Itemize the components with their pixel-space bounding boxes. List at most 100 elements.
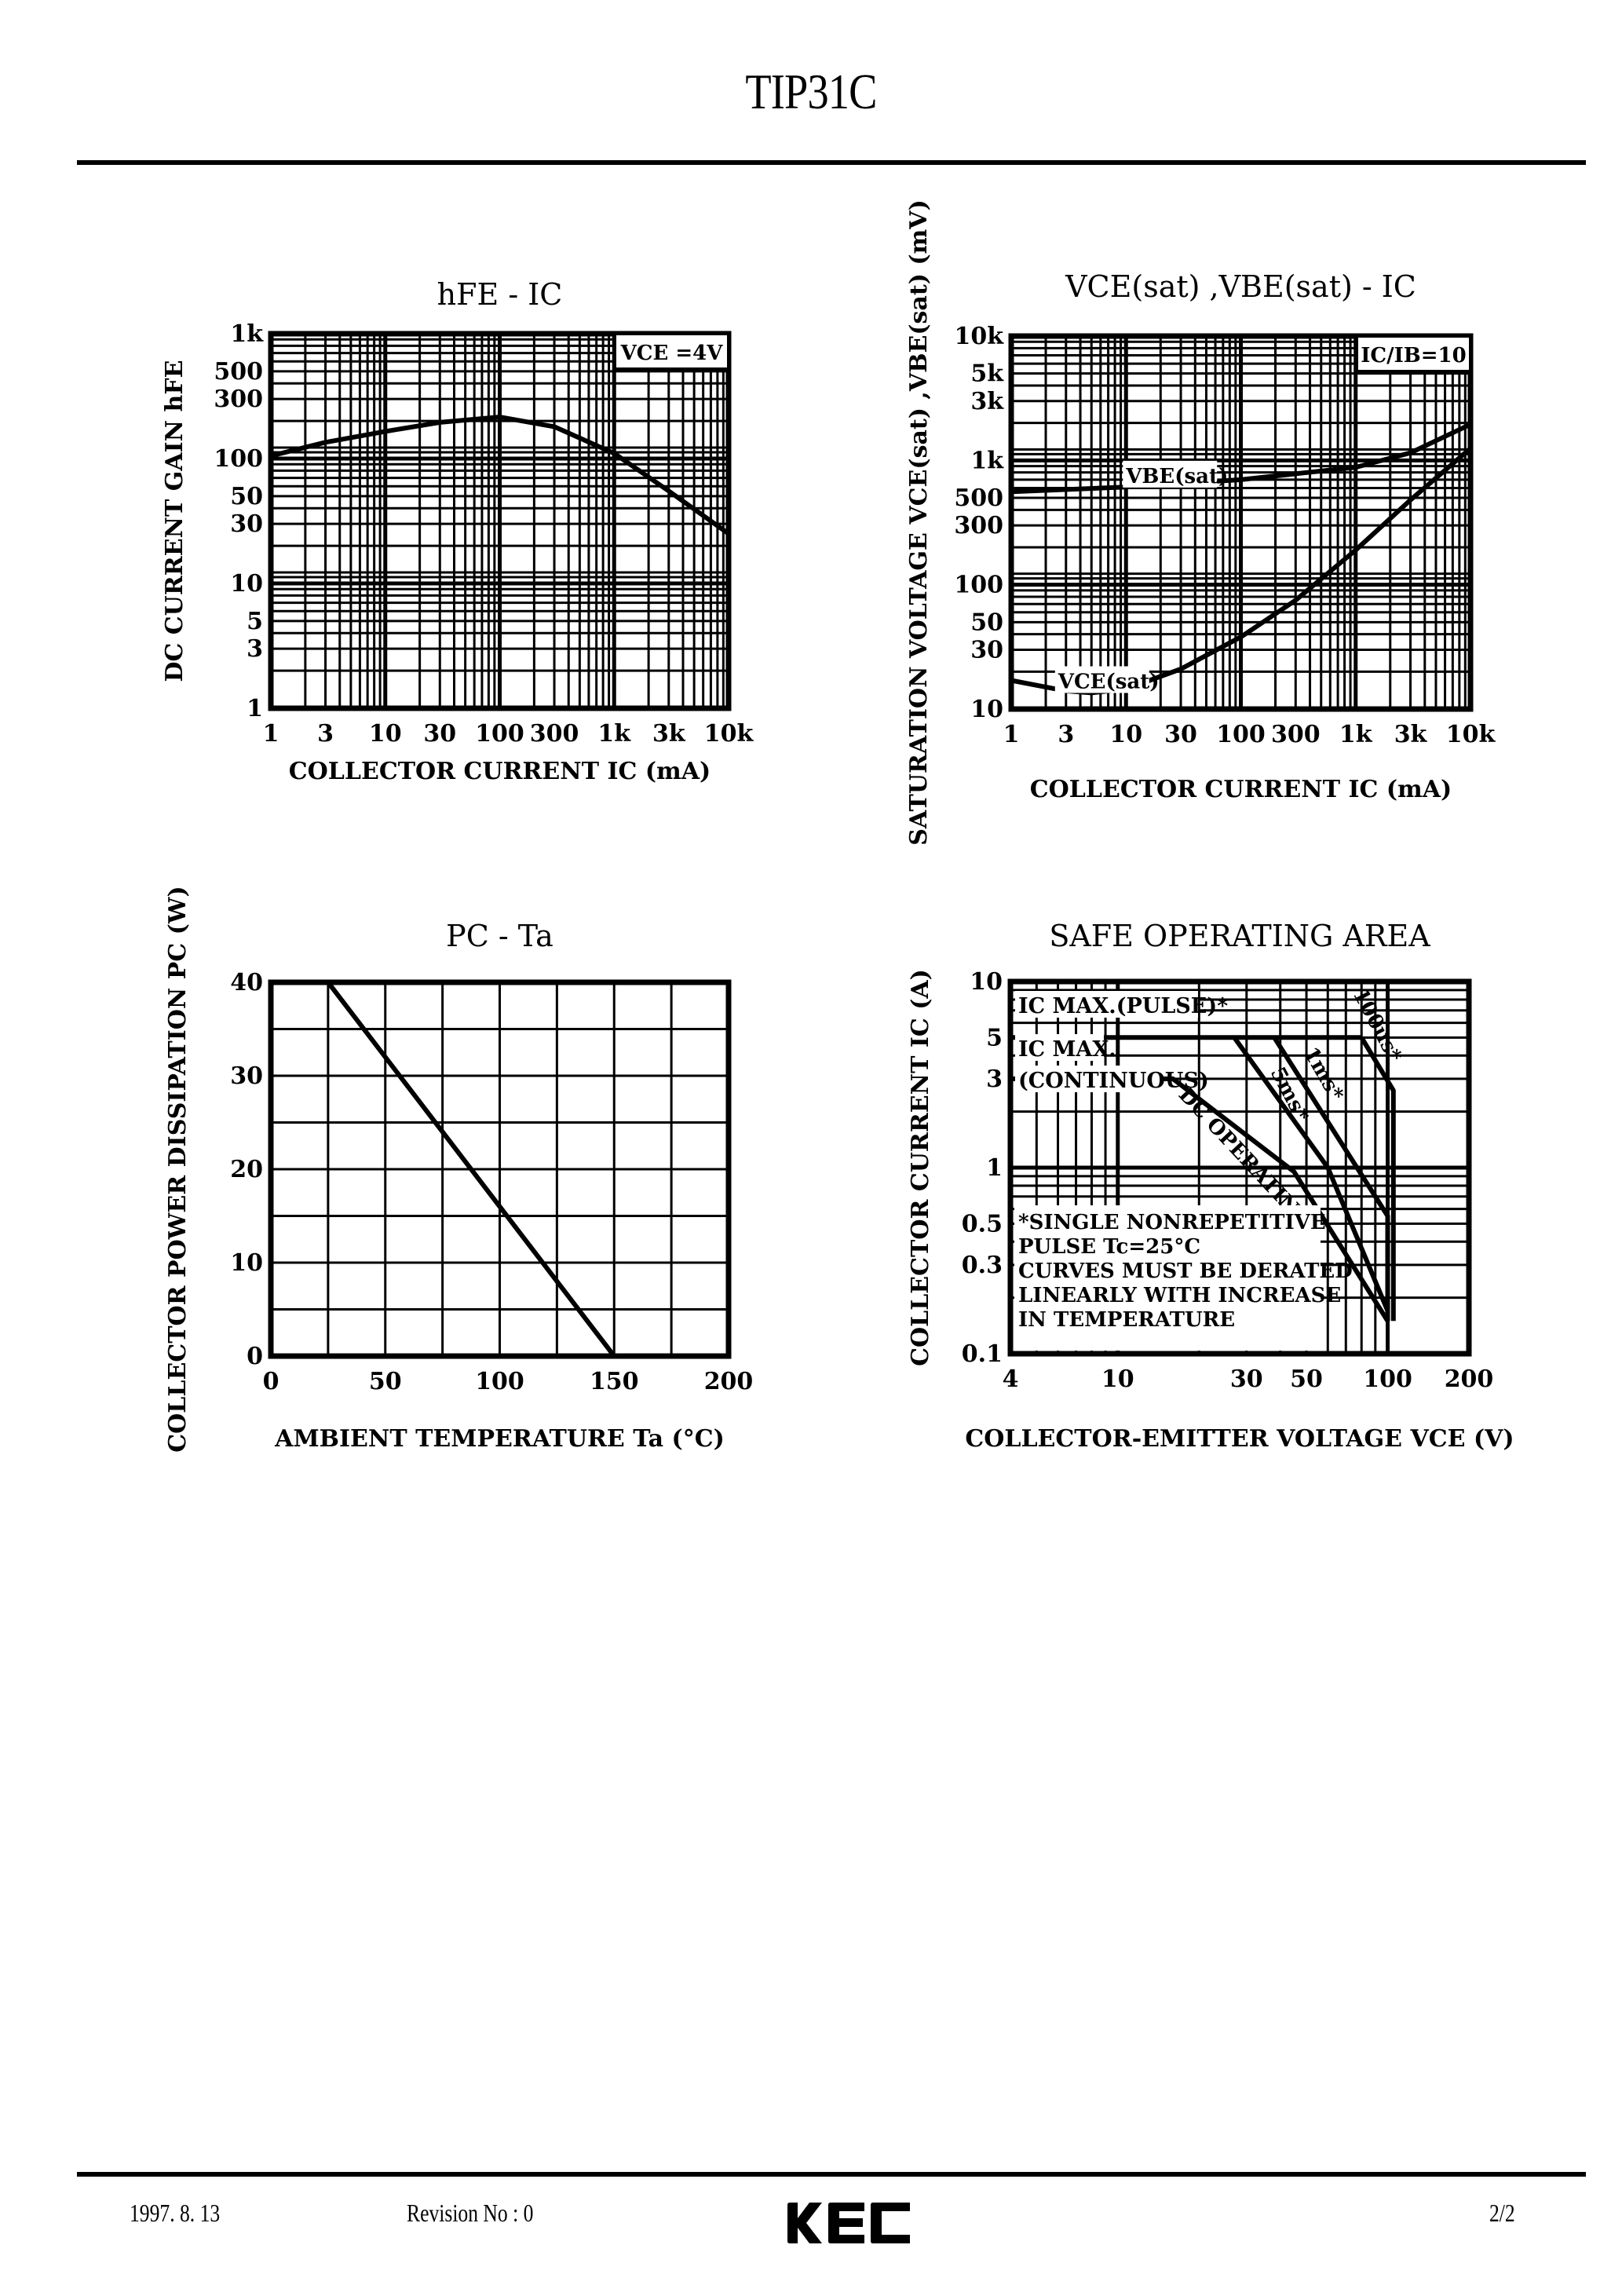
y-tick-label: 500 bbox=[954, 484, 1003, 512]
grid bbox=[271, 334, 729, 708]
y-tick-label: 40 bbox=[230, 969, 263, 996]
x-tick-label: 100 bbox=[1216, 721, 1266, 748]
chart-soa: 4 10 30 50 100 200 0.1 0.3 0.5 1 3 5 10 SAFE OPERATIN… bbox=[907, 919, 1514, 1453]
y-axis-label: COLLECTOR POWER DISSIPATION PC (W) bbox=[164, 886, 192, 1452]
y-tick-label: 1k bbox=[230, 320, 264, 348]
chart-title: hFE - IC bbox=[437, 277, 563, 312]
x-tick-label: 0 bbox=[263, 1368, 279, 1395]
y-tick-label: 0 bbox=[247, 1343, 263, 1370]
note-line: CURVES MUST BE DERATED bbox=[1018, 1260, 1353, 1283]
y-tick-label: 20 bbox=[230, 1156, 263, 1183]
y-tick-label: 100 bbox=[954, 572, 1003, 599]
x-tick-label: 1 bbox=[1003, 721, 1020, 748]
y-tick-label: 10 bbox=[970, 968, 1003, 996]
x-axis-label: COLLECTOR CURRENT IC (mA) bbox=[1030, 776, 1452, 803]
chart-pc-ta: 0 50 100 150 200 0 10 20 30 40 PC - Ta AMBIENT TEMP… bbox=[164, 886, 753, 1453]
y-tick-label: 30 bbox=[970, 636, 1003, 664]
y-axis-label: SATURATION VOLTAGE VCE(sat) ,VBE(sat) (m… bbox=[905, 199, 933, 846]
soa-label: (CONTINUOUS) bbox=[1018, 1069, 1209, 1093]
x-axis-label: COLLECTOR CURRENT IC (mA) bbox=[289, 758, 711, 785]
x-tick-label: 200 bbox=[704, 1368, 754, 1395]
note-line: PULSE Tc=25°C bbox=[1018, 1235, 1200, 1259]
plot-frame bbox=[1008, 333, 1474, 712]
kec-logo bbox=[787, 2203, 910, 2243]
condition-label: IC/IB=10 bbox=[1361, 344, 1466, 367]
x-tick-label: 3k bbox=[652, 720, 686, 748]
chart-hfe-ic: 1 3 10 30 100 300 1k 3k 10k1351030501003005001kh… bbox=[161, 277, 754, 785]
y-tick-label: 3k bbox=[970, 388, 1004, 415]
series-100us- bbox=[1359, 1036, 1396, 1322]
header-rule bbox=[77, 160, 1586, 165]
y-tick-label: 500 bbox=[214, 358, 263, 386]
note-line: IN TEMPERATURE bbox=[1018, 1308, 1235, 1332]
y-tick-label: 300 bbox=[954, 512, 1003, 539]
chart-title: SAFE OPERATING AREA bbox=[1049, 919, 1430, 953]
condition-box bbox=[1355, 335, 1472, 373]
x-tick-label: 3k bbox=[1394, 721, 1428, 748]
x-tick-label: 10 bbox=[1109, 721, 1142, 748]
x-tick-label: 50 bbox=[369, 1368, 402, 1395]
y-tick-label: 0.5 bbox=[962, 1210, 1003, 1238]
x-tick-label: 3 bbox=[317, 720, 334, 748]
series-label: VCE(sat) bbox=[1058, 671, 1160, 694]
soa-label: IC MAX.(PULSE)* bbox=[1018, 994, 1228, 1018]
x-tick-label: 30 bbox=[1164, 721, 1197, 748]
soa-curve-label: 100us* bbox=[1348, 985, 1406, 1066]
grid bbox=[1011, 336, 1470, 709]
footer-rule bbox=[77, 2172, 1586, 2177]
plot-frame bbox=[1007, 978, 1472, 1357]
y-tick-label: 0.3 bbox=[962, 1252, 1003, 1279]
soa-note: *SINGLE NONREPETITIVE PULSE Tc=25°CCURVE… bbox=[1014, 1205, 1353, 1351]
note-line: *SINGLE NONREPETITIVE bbox=[1018, 1211, 1326, 1234]
y-tick-label: 5 bbox=[986, 1024, 1003, 1051]
x-tick-label: 100 bbox=[475, 720, 524, 748]
y-tick-label: 5k bbox=[970, 360, 1004, 388]
part-number-title: TIP31C bbox=[745, 64, 877, 119]
x-tick-label: 30 bbox=[1230, 1366, 1263, 1393]
x-tick-label: 4 bbox=[1003, 1366, 1019, 1393]
footer-date: 1997. 8. 13 bbox=[130, 2199, 221, 2227]
chart-vsat-ic: 1 3 10 30 100 300 1k 3k 10k1030501003005001k3k5k… bbox=[905, 199, 1496, 846]
y-tick-label: 3 bbox=[986, 1066, 1003, 1093]
x-tick-label: 50 bbox=[1290, 1366, 1323, 1393]
footer-revision: Revision No : 0 bbox=[407, 2199, 534, 2227]
y-tick-label: 1 bbox=[986, 1154, 1003, 1182]
y-tick-label: 0.1 bbox=[962, 1340, 1003, 1368]
x-tick-label: 100 bbox=[1363, 1366, 1412, 1393]
series-pc bbox=[271, 980, 616, 1358]
y-tick-label: 1k bbox=[970, 447, 1004, 474]
y-tick-label: 10 bbox=[230, 570, 263, 598]
chart-title: PC - Ta bbox=[446, 919, 553, 953]
y-axis-label: DC CURRENT GAIN hFE bbox=[161, 360, 188, 682]
series-hfe bbox=[270, 415, 730, 536]
grid bbox=[269, 981, 730, 1358]
x-tick-label: 300 bbox=[530, 720, 579, 748]
x-axis-label: COLLECTOR-EMITTER VOLTAGE VCE (V) bbox=[965, 1425, 1514, 1453]
x-tick-label: 150 bbox=[590, 1368, 639, 1395]
y-tick-label: 3 bbox=[247, 635, 263, 663]
series-5ms- bbox=[1232, 1036, 1390, 1312]
series-label: VBE(sat) bbox=[1125, 465, 1228, 488]
soa-label: IC MAX. bbox=[1018, 1037, 1116, 1062]
note-line: LINEARLY WITH INCREASE bbox=[1018, 1284, 1341, 1307]
plot-frame bbox=[268, 331, 732, 711]
y-tick-label: 10k bbox=[954, 323, 1004, 350]
y-tick-label: 5 bbox=[247, 608, 263, 635]
y-tick-label: 100 bbox=[214, 445, 263, 473]
y-axis-label: COLLECTOR CURRENT IC (A) bbox=[907, 969, 934, 1366]
x-tick-label: 300 bbox=[1271, 721, 1321, 748]
x-tick-label: 1k bbox=[1339, 721, 1373, 748]
y-tick-label: 50 bbox=[970, 609, 1003, 636]
x-tick-label: 1k bbox=[597, 720, 631, 748]
x-axis-label: AMBIENT TEMPERATURE Ta (°C) bbox=[274, 1425, 725, 1453]
x-tick-label: 30 bbox=[423, 720, 456, 748]
y-tick-label: 50 bbox=[230, 483, 263, 510]
y-tick-label: 10 bbox=[970, 696, 1003, 723]
condition-box bbox=[613, 332, 730, 371]
y-tick-label: 10 bbox=[230, 1249, 263, 1277]
x-tick-label: 1 bbox=[263, 720, 279, 748]
x-tick-label: 10k bbox=[704, 720, 754, 748]
y-tick-label: 30 bbox=[230, 510, 263, 538]
series-vbe-sat- bbox=[1010, 422, 1472, 495]
